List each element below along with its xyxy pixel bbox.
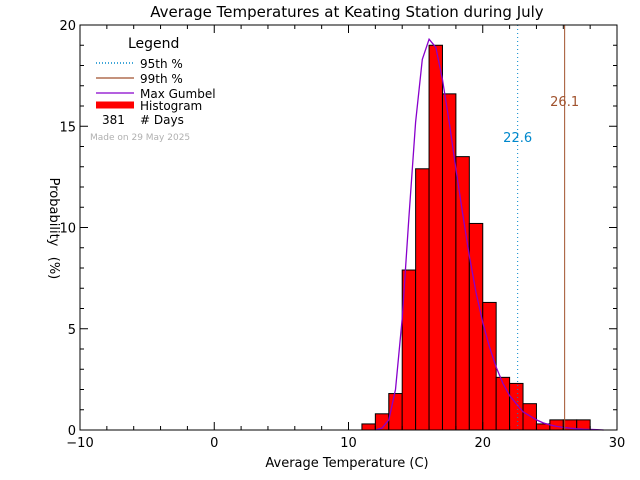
histogram-bar (495, 376, 511, 431)
days-label: # Days (140, 113, 184, 127)
y-axis-unit: (%) (46, 257, 61, 280)
histogram-bar (441, 93, 457, 431)
histogram-bar (428, 44, 443, 431)
x-tick-label: 30 (609, 436, 626, 451)
histogram-bar (415, 168, 430, 431)
chart-title: Average Temperatures at Keating Station … (150, 3, 544, 21)
x-tick-label: −10 (66, 436, 93, 451)
legend-label-99th: 99th % (140, 72, 183, 86)
y-tick-label: 20 (59, 19, 76, 34)
gumbel-curve (375, 37, 604, 431)
histogram-bar (455, 156, 470, 431)
percentile-label: 26.1 (550, 95, 579, 110)
y-tick-label: 15 (59, 120, 76, 135)
made-on-note: Made on 29 May 2025 (90, 133, 190, 143)
histogram-bar (361, 423, 376, 431)
y-axis-ticks: 0 5 10 15 20 (59, 19, 617, 439)
legend: Legend 95th % 99th % Max Gumbel Histogra… (90, 36, 216, 143)
x-tick-label: 0 (210, 436, 218, 451)
histogram-bar (509, 382, 524, 431)
percentile-label: 22.6 (503, 131, 532, 146)
legend-label-gumbel: Max Gumbel (140, 87, 216, 101)
x-axis-label: Average Temperature (C) (265, 456, 428, 471)
y-axis-label: Probability (46, 178, 61, 247)
histogram-bar (522, 403, 537, 431)
x-tick-label: 10 (340, 436, 357, 451)
y-tick-label: 5 (68, 323, 76, 338)
legend-label-histogram: Histogram (140, 99, 202, 113)
y-tick-label: 10 (59, 222, 76, 237)
x-tick-label: 20 (474, 436, 491, 451)
legend-label-95th: 95th % (140, 57, 183, 71)
legend-title: Legend (128, 36, 179, 52)
x-axis-ticks: −10 0 10 20 30 (66, 25, 625, 451)
histogram-bar (468, 222, 484, 431)
y-tick-label: 0 (68, 424, 76, 439)
percentile-lines: 22.6 26.1 (503, 25, 579, 430)
days-count: 381 (102, 113, 125, 127)
histogram-bar (482, 301, 497, 431)
